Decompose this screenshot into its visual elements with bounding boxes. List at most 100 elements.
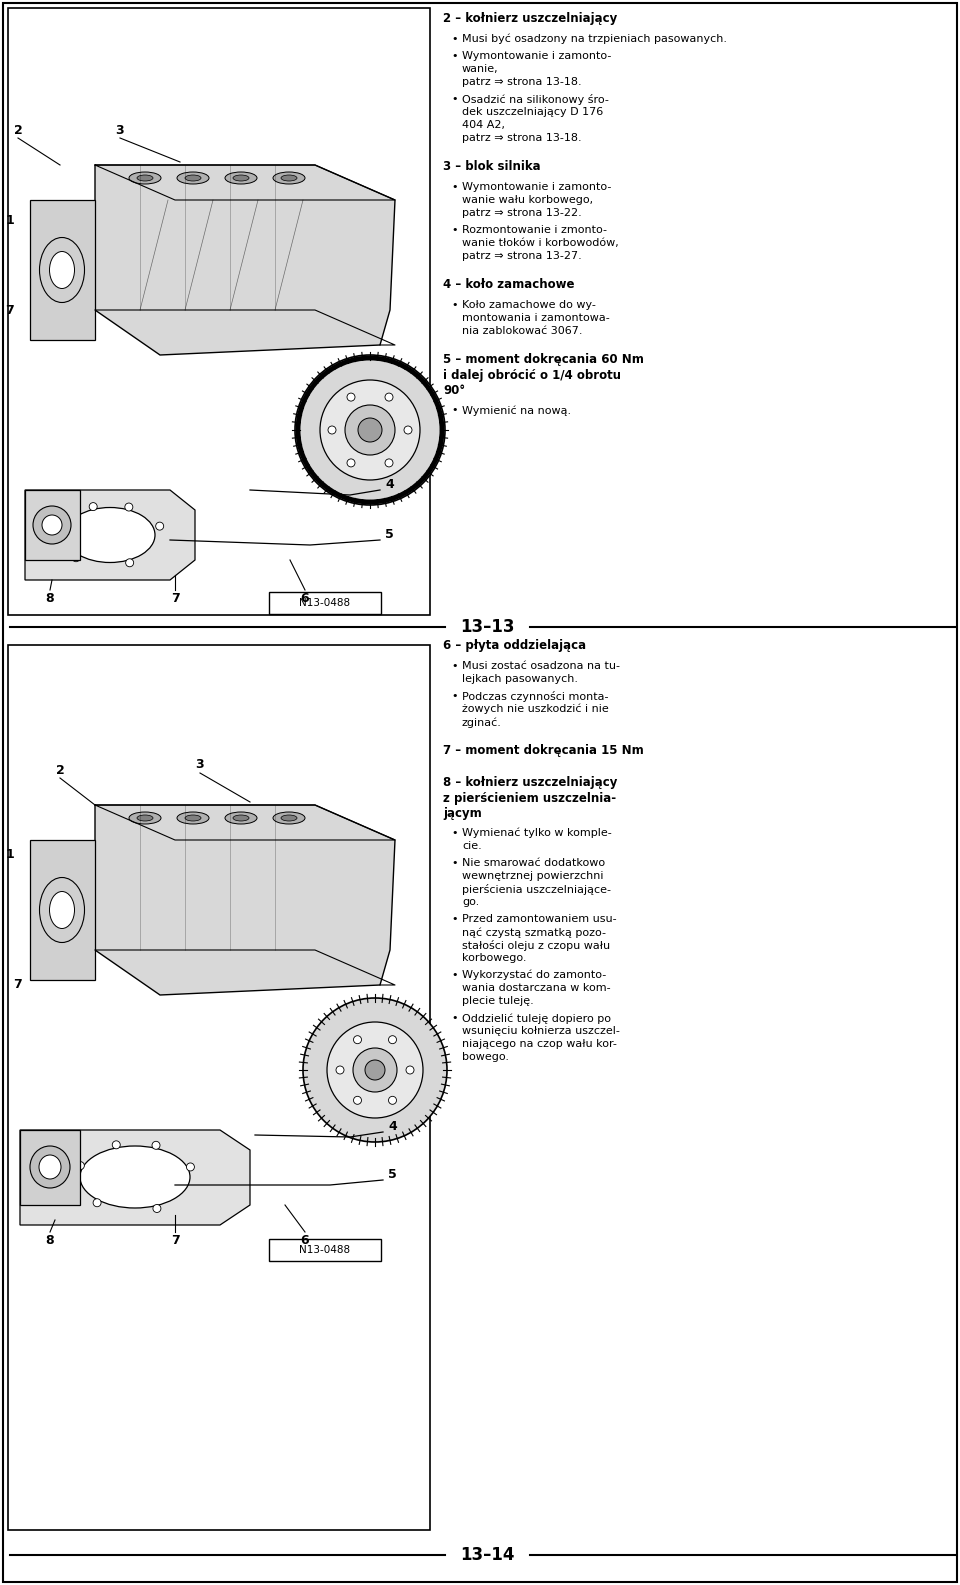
Circle shape: [295, 355, 445, 506]
Text: •: •: [451, 1013, 458, 1022]
Text: Wymontowanie i zamonto-: Wymontowanie i zamonto-: [462, 51, 612, 60]
Circle shape: [72, 553, 80, 561]
Text: montowania i zamontowa-: montowania i zamontowa-: [462, 312, 610, 323]
Text: go.: go.: [462, 897, 479, 907]
FancyBboxPatch shape: [269, 593, 381, 613]
Ellipse shape: [233, 815, 249, 821]
Ellipse shape: [30, 1146, 70, 1189]
Text: 6 – płyta oddzielająca: 6 – płyta oddzielająca: [443, 639, 587, 651]
Text: z pierścieniem uszczelnia-: z pierścieniem uszczelnia-: [443, 792, 616, 805]
Text: •: •: [451, 51, 458, 60]
Text: Wymienać tylko w komple-: Wymienać tylko w komple-: [462, 827, 612, 838]
Bar: [8, 645, 430, 1530]
Circle shape: [153, 1205, 161, 1213]
Text: •: •: [451, 691, 458, 701]
Circle shape: [336, 1067, 344, 1075]
Text: cie.: cie.: [462, 842, 482, 851]
Text: 6: 6: [300, 1233, 309, 1246]
Text: •: •: [451, 661, 458, 670]
Text: patrz ⇒ strona 13-27.: patrz ⇒ strona 13-27.: [462, 250, 582, 262]
Text: Musi być osadzony na trzpieniach pasowanych.: Musi być osadzony na trzpieniach pasowan…: [462, 33, 727, 44]
Text: 13–13: 13–13: [460, 618, 515, 636]
Ellipse shape: [80, 1146, 190, 1208]
Text: 90°: 90°: [443, 384, 466, 396]
Polygon shape: [25, 490, 195, 580]
Text: 8 – kołnierz uszczelniający: 8 – kołnierz uszczelniający: [443, 777, 617, 789]
Circle shape: [93, 1198, 101, 1206]
Ellipse shape: [281, 174, 297, 181]
Text: Koło zamachowe do wy-: Koło zamachowe do wy-: [462, 300, 596, 311]
Text: wanie wału korbowego,: wanie wału korbowego,: [462, 195, 593, 204]
Circle shape: [353, 1035, 362, 1043]
Bar: [8, 8, 430, 615]
Polygon shape: [20, 1130, 250, 1225]
Text: •: •: [451, 827, 458, 838]
Text: •: •: [451, 182, 458, 192]
Text: patrz ⇒ strona 13-18.: patrz ⇒ strona 13-18.: [462, 78, 582, 87]
Ellipse shape: [33, 506, 71, 544]
Text: Osadzić na silikonowy śro-: Osadzić na silikonowy śro-: [462, 94, 609, 105]
Ellipse shape: [129, 812, 161, 824]
Ellipse shape: [281, 815, 297, 821]
Text: 4: 4: [385, 477, 394, 490]
Text: •: •: [451, 970, 458, 980]
Ellipse shape: [137, 815, 153, 821]
Ellipse shape: [50, 252, 75, 288]
Ellipse shape: [233, 174, 249, 181]
Text: 1: 1: [6, 848, 14, 862]
Text: •: •: [451, 33, 458, 44]
Circle shape: [186, 1163, 195, 1171]
Ellipse shape: [177, 812, 209, 824]
Circle shape: [303, 999, 447, 1143]
Ellipse shape: [50, 891, 75, 929]
Text: •: •: [451, 94, 458, 105]
Text: wsunięciu kołnierza uszczel-: wsunięciu kołnierza uszczel-: [462, 1025, 620, 1037]
Circle shape: [358, 418, 382, 442]
Circle shape: [353, 1097, 362, 1105]
Text: 2: 2: [56, 764, 64, 777]
Text: Wymienić na nową.: Wymienić na nową.: [462, 406, 571, 415]
Polygon shape: [30, 200, 95, 341]
Text: niającego na czop wału kor-: niającego na czop wału kor-: [462, 1040, 617, 1049]
Circle shape: [57, 521, 65, 529]
Text: i dalej obrócić o 1/4 obrotu: i dalej obrócić o 1/4 obrotu: [443, 369, 621, 382]
Text: Nie smarować dodatkowo: Nie smarować dodatkowo: [462, 857, 605, 869]
Text: •: •: [451, 300, 458, 311]
Text: patrz ⇒ strona 13-18.: patrz ⇒ strona 13-18.: [462, 133, 582, 143]
Text: N13-0488: N13-0488: [300, 598, 350, 609]
Polygon shape: [95, 165, 395, 355]
Text: Rozmontowanie i zmonto-: Rozmontowanie i zmonto-: [462, 225, 607, 235]
Circle shape: [365, 1060, 385, 1079]
Text: 3: 3: [116, 124, 124, 136]
Text: 404 A2,: 404 A2,: [462, 120, 505, 130]
Circle shape: [125, 502, 132, 510]
Ellipse shape: [177, 173, 209, 184]
Circle shape: [385, 460, 393, 468]
Circle shape: [126, 560, 133, 567]
Circle shape: [156, 521, 163, 529]
Polygon shape: [20, 1130, 80, 1205]
Text: wanie,: wanie,: [462, 63, 498, 74]
Text: korbowego.: korbowego.: [462, 953, 526, 964]
Text: 6: 6: [300, 591, 309, 604]
Text: 7: 7: [13, 978, 22, 992]
Text: 5: 5: [388, 1168, 396, 1181]
Circle shape: [406, 1067, 414, 1075]
Ellipse shape: [185, 174, 201, 181]
Text: 3: 3: [196, 759, 204, 772]
Text: 2 – kołnierz uszczelniający: 2 – kołnierz uszczelniający: [443, 13, 617, 25]
Text: pierścienia uszczelniające-: pierścienia uszczelniające-: [462, 884, 611, 896]
Text: 7: 7: [171, 591, 180, 604]
Text: bowego.: bowego.: [462, 1052, 509, 1062]
Polygon shape: [95, 805, 395, 995]
Circle shape: [345, 406, 395, 455]
Circle shape: [112, 1141, 120, 1149]
Text: Podczas czynności monta-: Podczas czynności monta-: [462, 691, 609, 702]
Ellipse shape: [225, 812, 257, 824]
Text: nia zablokować 3067.: nia zablokować 3067.: [462, 327, 583, 336]
Text: wania dostarczana w kom-: wania dostarczana w kom-: [462, 983, 611, 992]
Text: 5: 5: [385, 528, 394, 540]
Text: •: •: [451, 225, 458, 235]
Ellipse shape: [39, 1155, 61, 1179]
Text: Wykorzystać do zamonto-: Wykorzystać do zamonto-: [462, 970, 607, 981]
